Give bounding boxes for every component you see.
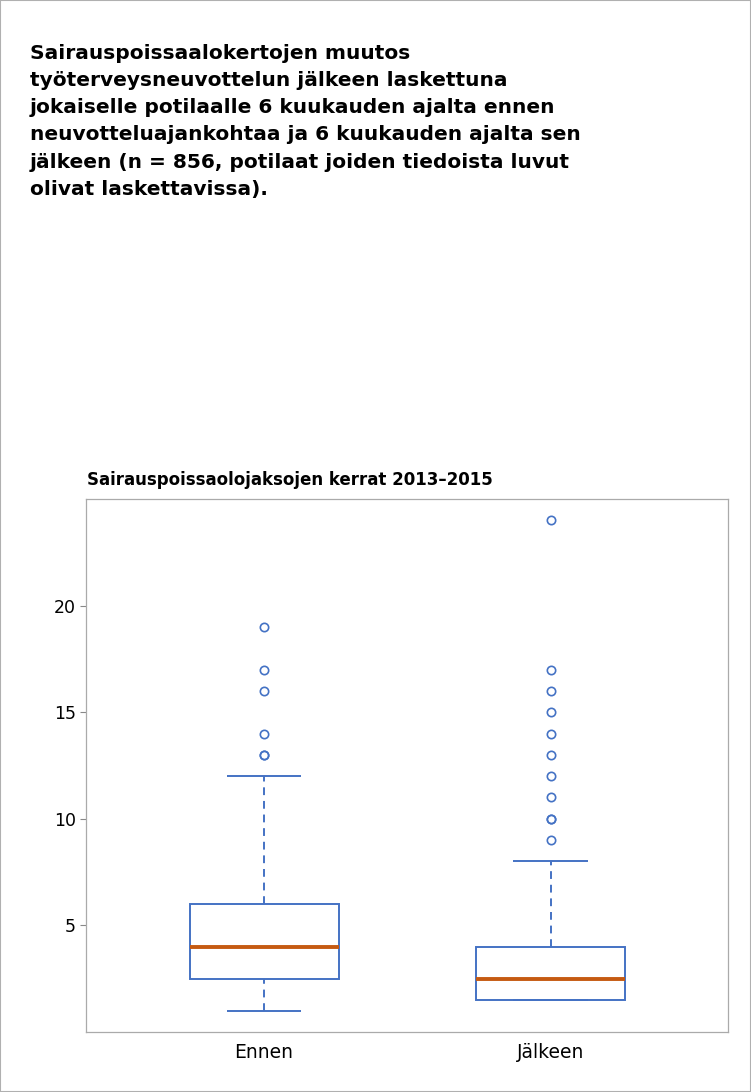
Bar bbox=[189, 904, 339, 978]
Bar bbox=[476, 947, 626, 1000]
Text: KUVIO 2.: KUVIO 2. bbox=[14, 13, 117, 33]
Text: Sairauspoissaolojaksojen kerrat 2013–2015: Sairauspoissaolojaksojen kerrat 2013–201… bbox=[86, 472, 492, 489]
Text: Sairauspoissaalokertojen muutos
työterveysneuvottelun jälkeen laskettuna
jokaise: Sairauspoissaalokertojen muutos työterve… bbox=[29, 44, 581, 199]
